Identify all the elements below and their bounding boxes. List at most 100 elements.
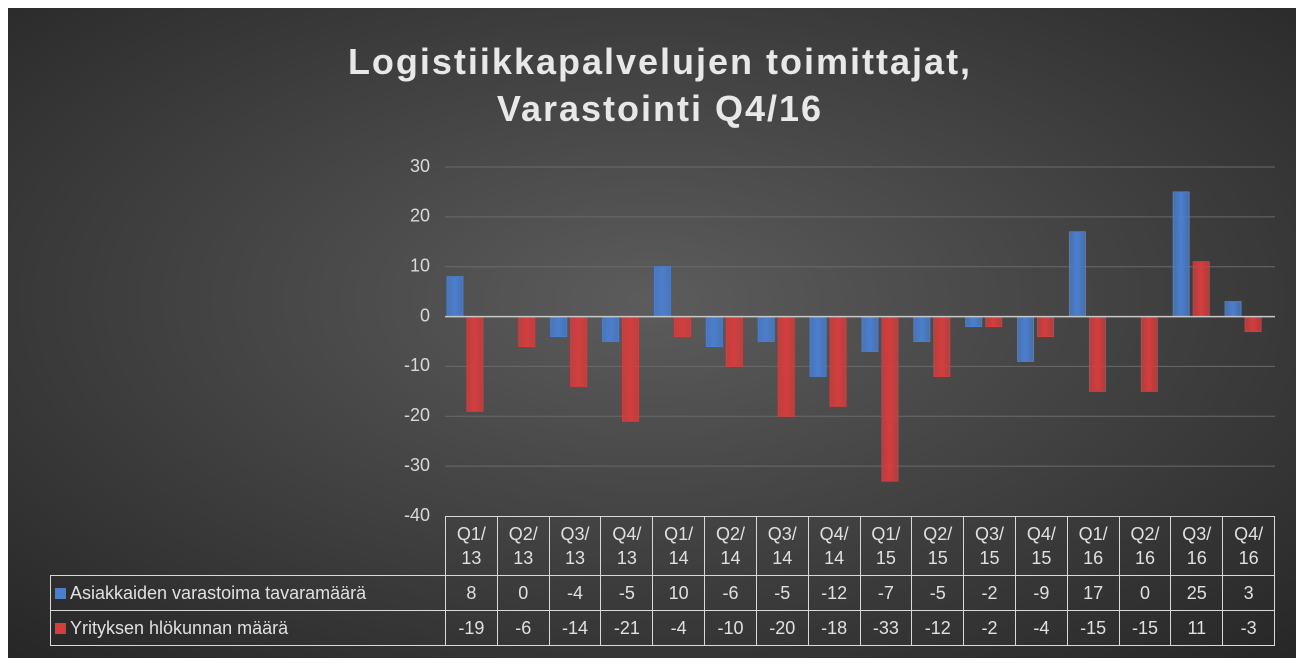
value-cell: -2	[963, 610, 1016, 646]
y-tick-label: 30	[410, 156, 430, 176]
legend-label: Asiakkaiden varastoima tavaramäärä	[70, 582, 367, 603]
legend-cell: Asiakkaiden varastoima tavaramäärä	[50, 575, 446, 611]
value-cell: -7	[859, 575, 913, 611]
y-tick-label: 20	[410, 206, 430, 226]
y-tick-label: -40	[404, 505, 430, 525]
bar	[1244, 316, 1262, 333]
y-tick-label: 10	[410, 255, 430, 275]
value-cell: -5	[911, 575, 965, 611]
bar	[809, 316, 827, 377]
bar	[861, 316, 879, 352]
bar	[1172, 191, 1190, 318]
category-cell: Q1/16	[1066, 516, 1120, 576]
value-cell: 3	[1222, 575, 1275, 611]
legend-label: Yrityksen hlökunnan määrä	[70, 617, 289, 638]
legend-key	[55, 587, 66, 599]
value-cell: -15	[1066, 610, 1120, 646]
value-cell: -12	[911, 610, 965, 646]
value-cell: -6	[496, 610, 550, 646]
value-cell: -33	[859, 610, 913, 646]
legend-cell: Yrityksen hlökunnan määrä	[50, 610, 446, 646]
category-cell: Q2/16	[1118, 516, 1172, 576]
value-cell: -3	[1222, 610, 1275, 646]
value-cell: -14	[548, 610, 602, 646]
chart-frame: -40 -30 -20 -10 0 10 20 30 Logistiikkapalveluje…	[8, 8, 1296, 658]
bar	[1037, 316, 1055, 338]
bar	[725, 316, 743, 367]
bar	[1192, 261, 1210, 318]
category-row: Q1/13 Q2/13 Q3/13 Q4/13 Q1/14 Q2/14 Q3/14 Q4/14…	[51, 516, 1275, 576]
value-cell: -19	[445, 610, 498, 646]
category-cell: Q1/14	[652, 516, 706, 576]
data-table: Q1/13 Q2/13 Q3/13 Q4/13 Q1/14 Q2/14 Q3/14 Q4/14…	[50, 516, 1275, 646]
series-row: Yrityksen hlökunnan määrä -19 -6 -14 -21 -4 -1…	[50, 610, 1275, 646]
value-cell: 11	[1170, 610, 1224, 646]
value-cell: -4	[548, 575, 602, 611]
bar	[965, 316, 983, 328]
bar	[602, 316, 620, 343]
y-tick-label: -20	[404, 405, 430, 425]
value-cell: -4	[652, 610, 706, 646]
bar	[518, 316, 536, 347]
value-cell: 17	[1066, 575, 1120, 611]
value-cell: 0	[1118, 575, 1172, 611]
category-cell: Q2/13	[496, 516, 550, 576]
category-cell: Q4/16	[1222, 516, 1275, 576]
category-cell: Q3/15	[963, 516, 1016, 576]
category-cell: Q4/15	[1014, 516, 1068, 576]
y-tick-label: -30	[404, 455, 430, 475]
value-cell: -10	[704, 610, 757, 646]
bar	[1224, 301, 1242, 318]
value-cell: -21	[600, 610, 654, 646]
bar	[777, 316, 795, 417]
bar	[1088, 316, 1106, 392]
bar	[673, 316, 691, 338]
bar	[985, 316, 1003, 328]
category-cell: Q2/15	[911, 516, 965, 576]
value-cell: -5	[755, 575, 809, 611]
category-cell: Q1/13	[445, 516, 498, 576]
bar	[757, 316, 775, 343]
y-tick-label: -10	[404, 355, 430, 375]
value-cell: 25	[1170, 575, 1224, 611]
y-tick-label: 0	[420, 305, 430, 325]
value-cell: -4	[1014, 610, 1068, 646]
bar	[550, 316, 568, 338]
bar	[466, 316, 484, 412]
bar	[446, 276, 464, 318]
bar	[705, 316, 723, 347]
bar	[653, 266, 671, 318]
series-row: Asiakkaiden varastoima tavaramäärä 8 0 -4 -5…	[50, 575, 1275, 611]
value-cell: -2	[963, 575, 1016, 611]
bar	[570, 316, 588, 387]
value-cell: -18	[807, 610, 861, 646]
category-cell: Q3/13	[548, 516, 602, 576]
value-cell: -12	[807, 575, 861, 611]
bar	[1068, 231, 1086, 318]
legend-key	[55, 622, 66, 634]
category-cell: Q4/14	[807, 516, 861, 576]
value-cell: 0	[496, 575, 550, 611]
bar	[881, 316, 899, 482]
value-cell: -9	[1014, 575, 1068, 611]
bar	[1140, 316, 1158, 392]
value-cell: 8	[445, 575, 498, 611]
bar	[933, 316, 951, 377]
category-cell: Q2/14	[704, 516, 757, 576]
value-cell: -6	[704, 575, 757, 611]
bar	[829, 316, 847, 407]
bar	[1017, 316, 1035, 362]
category-cell: Q4/13	[600, 516, 654, 576]
blank-cell	[51, 517, 446, 576]
category-cell: Q1/15	[859, 516, 913, 576]
value-cell: -5	[600, 575, 654, 611]
value-cell: -15	[1118, 610, 1172, 646]
chart-title: Logistiikkapalvelujen toimittajat, Varas…	[347, 41, 973, 129]
category-cell: Q3/16	[1170, 516, 1224, 576]
bar	[913, 316, 931, 343]
category-cell: Q3/14	[755, 516, 809, 576]
value-cell: -20	[755, 610, 809, 646]
bar	[622, 316, 640, 422]
value-cell: 10	[652, 575, 706, 611]
